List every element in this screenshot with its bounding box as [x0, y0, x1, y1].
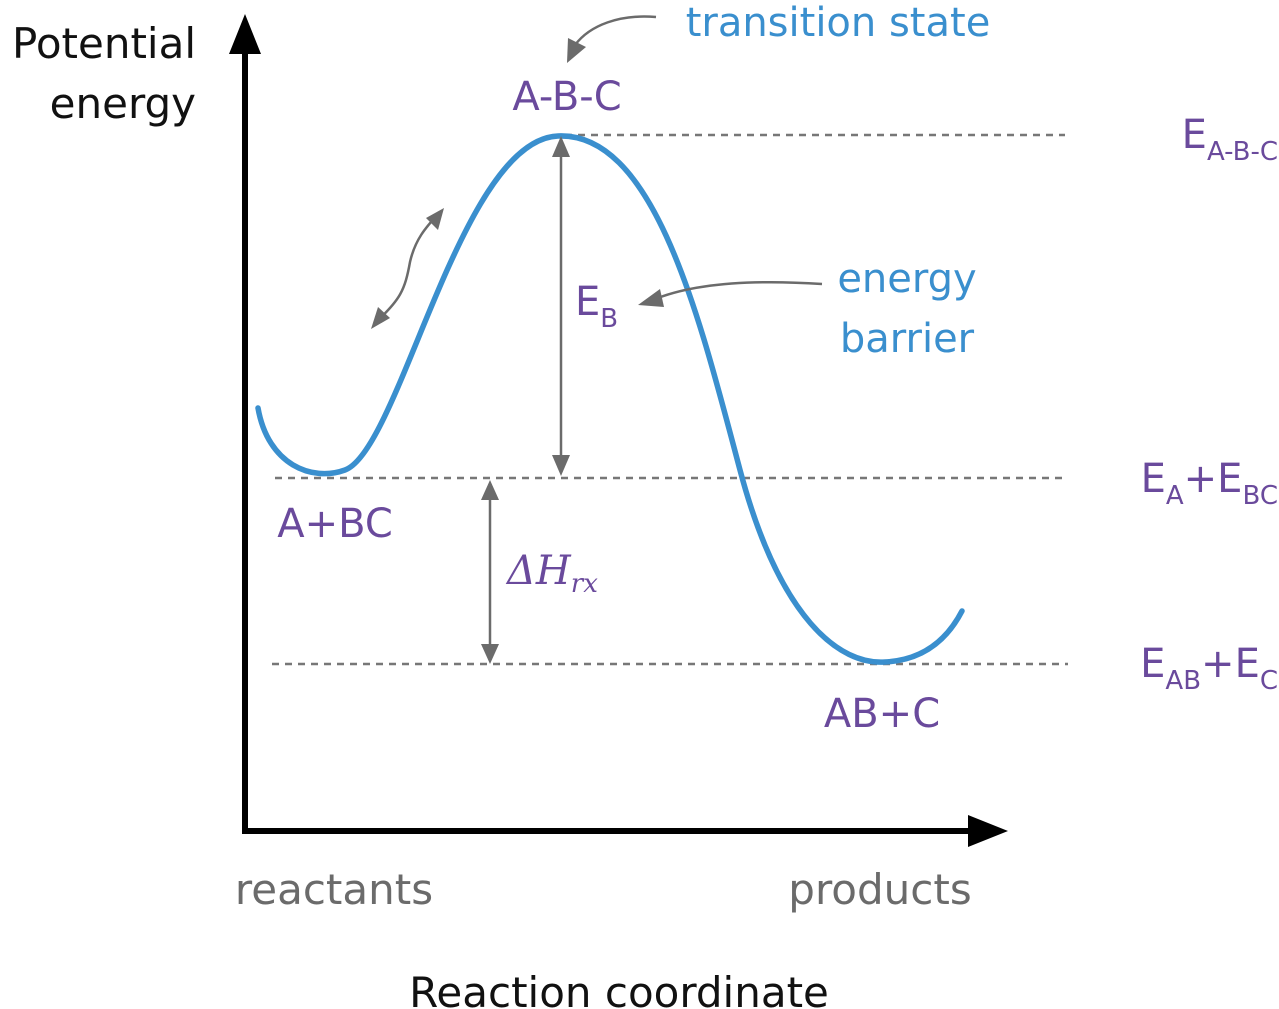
- barrier-arrow: [552, 136, 570, 476]
- transition-state-pointer: [567, 15, 657, 63]
- transition-state-species: A-B-C: [512, 74, 621, 120]
- x-axis-start-label: reactants: [235, 865, 433, 914]
- energy-barrier-label-line1: energy: [837, 256, 976, 302]
- transition-state-label: transition state: [686, 0, 991, 46]
- enthalpy-arrow: [481, 480, 499, 664]
- x-axis-arrowhead: [968, 815, 1008, 847]
- transition-energy-label: EA-B-C: [1182, 112, 1278, 167]
- product-energy-label: EAB+EC: [1140, 641, 1278, 696]
- x-axis-end-label: products: [788, 865, 971, 914]
- reactant-energy-label: EA+EBC: [1141, 456, 1278, 511]
- product-species: AB+C: [824, 691, 940, 737]
- energy-curve: [255, 133, 965, 665]
- energy-barrier-pointer: [638, 280, 823, 307]
- x-axis-label: Reaction coordinate: [409, 968, 829, 1009]
- energy-level-lines: [272, 133, 1068, 666]
- y-axis-label-line1: Potential: [12, 19, 196, 68]
- enthalpy-symbol: ΔHrx: [505, 548, 598, 599]
- energy-barrier-label-line2: barrier: [840, 316, 975, 362]
- barrier-symbol: EB: [575, 279, 618, 334]
- reactant-species: A+BC: [277, 501, 393, 547]
- y-axis-arrowhead: [229, 14, 261, 54]
- y-axis-label-line2: energy: [50, 79, 196, 128]
- axes: [229, 14, 1008, 847]
- motion-double-arrow: [371, 208, 444, 329]
